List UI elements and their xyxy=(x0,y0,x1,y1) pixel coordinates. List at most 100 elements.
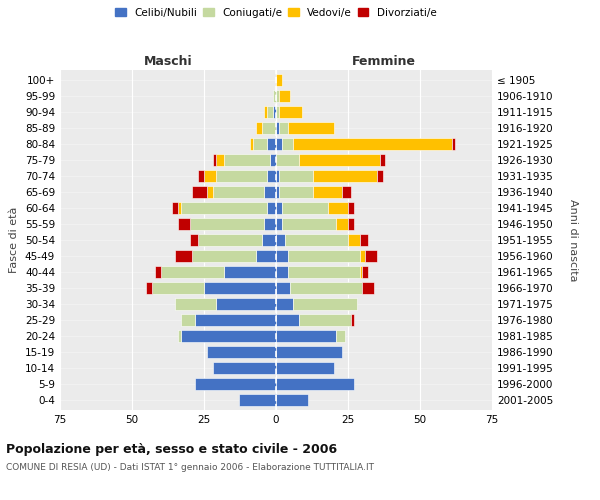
Bar xyxy=(328,202,348,214)
Bar xyxy=(268,138,276,150)
Bar xyxy=(337,330,345,342)
Bar xyxy=(276,282,290,294)
Bar xyxy=(276,74,282,86)
Bar xyxy=(207,186,212,198)
Bar xyxy=(282,138,293,150)
Bar xyxy=(276,346,342,358)
Bar xyxy=(276,122,279,134)
Bar xyxy=(279,122,287,134)
Bar xyxy=(276,186,279,198)
Bar xyxy=(362,282,374,294)
Bar xyxy=(178,202,181,214)
Bar xyxy=(270,154,276,166)
Bar xyxy=(293,298,356,310)
Bar xyxy=(359,234,368,246)
Bar xyxy=(348,218,354,230)
Bar xyxy=(282,218,337,230)
Bar xyxy=(342,186,351,198)
Bar xyxy=(172,202,178,214)
Bar xyxy=(313,170,377,182)
Bar xyxy=(337,218,348,230)
Bar xyxy=(287,266,359,278)
Bar xyxy=(299,314,351,326)
Bar xyxy=(276,378,354,390)
Bar xyxy=(181,330,276,342)
Bar xyxy=(265,218,276,230)
Bar xyxy=(362,266,368,278)
Bar xyxy=(377,170,383,182)
Bar xyxy=(198,234,262,246)
Bar xyxy=(284,234,348,246)
Bar xyxy=(279,90,290,102)
Bar xyxy=(239,394,276,406)
Bar xyxy=(279,170,313,182)
Bar xyxy=(276,330,337,342)
Text: Femmine: Femmine xyxy=(352,54,416,68)
Bar xyxy=(253,138,268,150)
Bar xyxy=(276,138,282,150)
Bar xyxy=(282,202,328,214)
Bar xyxy=(250,138,253,150)
Bar xyxy=(293,138,452,150)
Bar xyxy=(212,362,276,374)
Bar xyxy=(276,394,308,406)
Bar xyxy=(276,154,299,166)
Bar xyxy=(155,266,161,278)
Bar xyxy=(146,282,152,294)
Bar xyxy=(273,90,276,102)
Bar xyxy=(276,106,279,118)
Bar xyxy=(279,106,302,118)
Bar xyxy=(268,106,273,118)
Bar xyxy=(224,266,276,278)
Bar xyxy=(276,250,287,262)
Bar xyxy=(161,266,224,278)
Bar xyxy=(287,122,334,134)
Bar xyxy=(181,314,196,326)
Bar xyxy=(256,122,262,134)
Bar xyxy=(276,202,282,214)
Bar xyxy=(276,314,299,326)
Text: Popolazione per età, sesso e stato civile - 2006: Popolazione per età, sesso e stato civil… xyxy=(6,442,337,456)
Bar xyxy=(359,250,365,262)
Bar xyxy=(380,154,385,166)
Bar xyxy=(365,250,377,262)
Bar xyxy=(181,202,268,214)
Bar xyxy=(276,362,334,374)
Bar xyxy=(215,154,224,166)
Bar xyxy=(313,186,342,198)
Bar xyxy=(287,250,359,262)
Bar xyxy=(256,250,276,262)
Bar xyxy=(190,234,198,246)
Bar xyxy=(265,186,276,198)
Bar xyxy=(196,314,276,326)
Bar xyxy=(193,186,207,198)
Bar xyxy=(268,202,276,214)
Bar xyxy=(276,218,282,230)
Bar xyxy=(196,378,276,390)
Bar xyxy=(178,330,181,342)
Bar xyxy=(299,154,380,166)
Bar xyxy=(268,170,276,182)
Bar xyxy=(351,314,354,326)
Bar xyxy=(215,298,276,310)
Bar xyxy=(276,234,284,246)
Bar xyxy=(452,138,455,150)
Bar xyxy=(204,282,276,294)
Legend: Celibi/Nubili, Coniugati/e, Vedovi/e, Divorziati/e: Celibi/Nubili, Coniugati/e, Vedovi/e, Di… xyxy=(115,8,437,18)
Bar xyxy=(175,250,193,262)
Y-axis label: Anni di nascita: Anni di nascita xyxy=(568,198,577,281)
Bar xyxy=(212,154,215,166)
Bar xyxy=(212,186,265,198)
Bar xyxy=(207,346,276,358)
Bar xyxy=(204,170,215,182)
Bar xyxy=(262,234,276,246)
Bar xyxy=(348,202,354,214)
Bar xyxy=(279,186,313,198)
Bar xyxy=(290,282,362,294)
Bar xyxy=(276,90,279,102)
Text: COMUNE DI RESIA (UD) - Dati ISTAT 1° gennaio 2006 - Elaborazione TUTTITALIA.IT: COMUNE DI RESIA (UD) - Dati ISTAT 1° gen… xyxy=(6,462,374,471)
Bar xyxy=(265,106,268,118)
Bar xyxy=(348,234,359,246)
Bar xyxy=(273,106,276,118)
Bar xyxy=(262,122,276,134)
